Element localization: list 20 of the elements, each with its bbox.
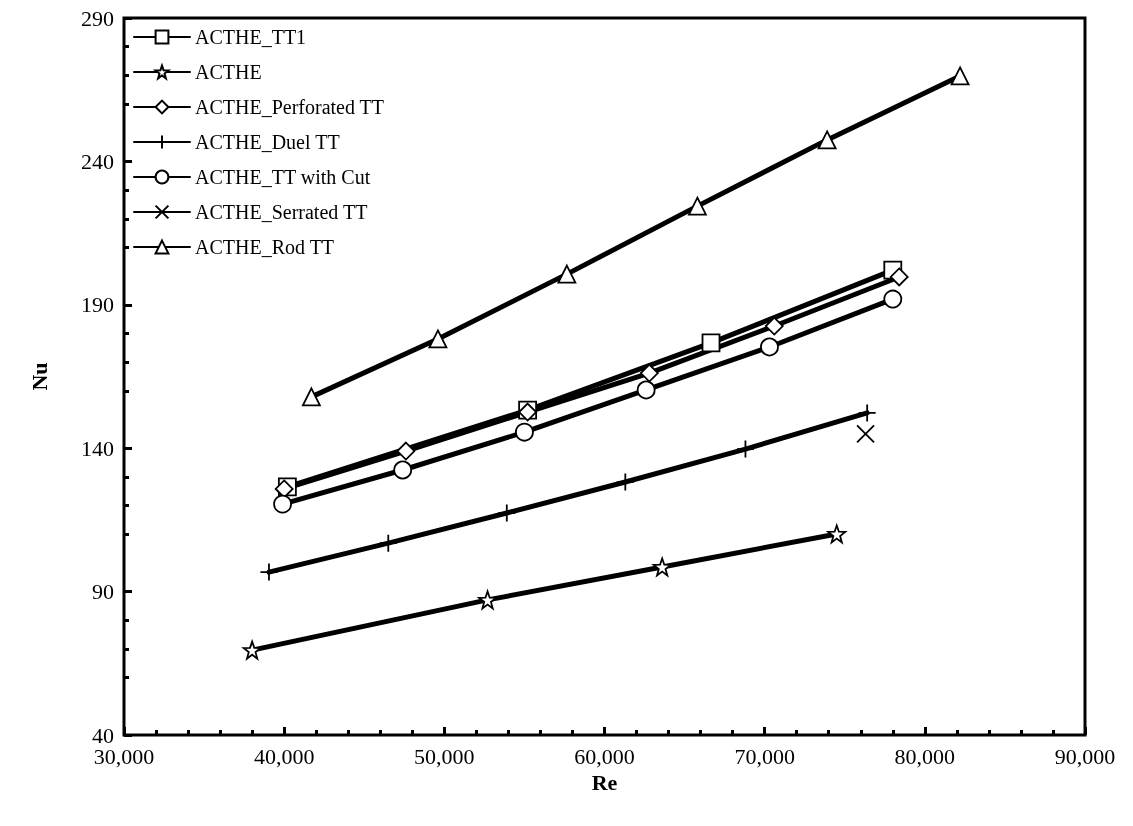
- y-tick-label: 290: [81, 5, 114, 31]
- legend-label: ACTHE_TT1: [195, 26, 307, 48]
- legend-label: ACTHE: [195, 61, 262, 83]
- y-tick-label: 90: [92, 579, 114, 605]
- x-tick-label: 50,000: [414, 743, 475, 769]
- y-tick-label: 140: [81, 435, 114, 461]
- y-axis-title: Nu: [26, 362, 52, 391]
- x-tick-label: 40,000: [253, 743, 315, 769]
- x-tick-label: 90,000: [1054, 743, 1116, 769]
- legend-label: ACTHE_Rod TT: [195, 236, 335, 258]
- legend-label: ACTHE_Perforated TT: [195, 96, 385, 118]
- legend-label: ACTHE_TT with Cut: [195, 166, 371, 188]
- legend-label: ACTHE_Duel TT: [195, 131, 340, 153]
- legend-label: ACTHE_Serrated TT: [195, 201, 368, 223]
- x-tick-label: 80,000: [894, 743, 956, 769]
- x-axis-title: Re: [591, 770, 618, 796]
- y-tick-label: 240: [81, 148, 114, 174]
- y-tick-label: 190: [81, 292, 114, 318]
- x-tick-label: 60,000: [574, 743, 635, 769]
- x-tick-label: 70,000: [734, 743, 795, 769]
